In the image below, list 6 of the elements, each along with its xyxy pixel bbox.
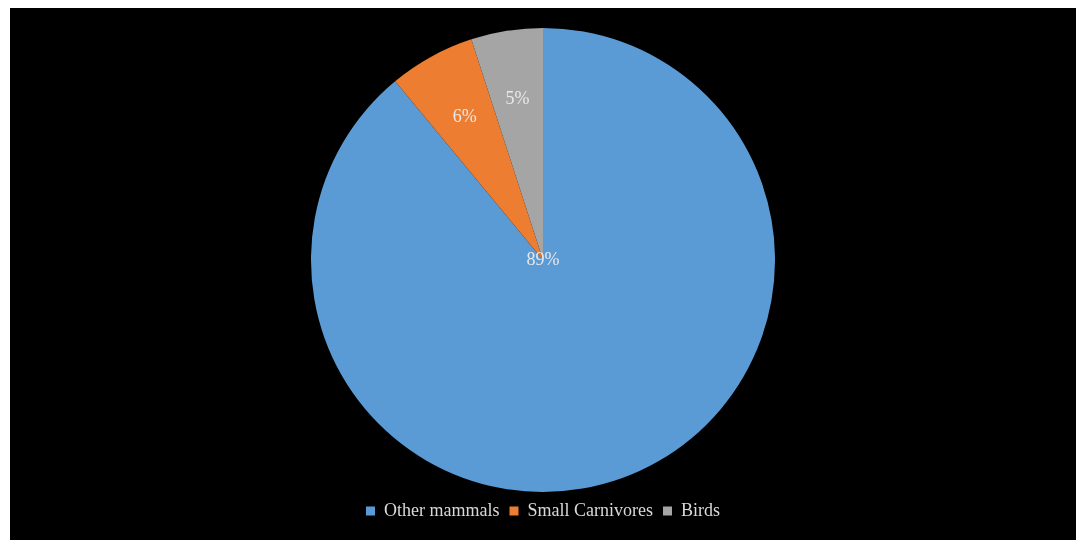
legend-label: Other mammals <box>384 499 500 520</box>
data-label: 5% <box>505 88 530 109</box>
legend-label: Birds <box>680 499 720 520</box>
data-label: 6% <box>452 106 477 127</box>
data-label: 89% <box>526 248 560 269</box>
legend-label: Small Carnivores <box>527 499 653 520</box>
